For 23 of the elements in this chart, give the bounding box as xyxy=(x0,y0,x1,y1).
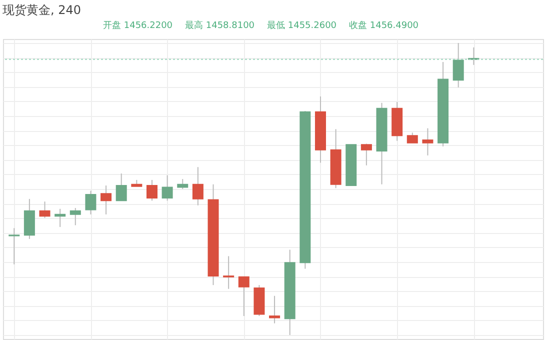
candlestick xyxy=(8,228,20,265)
candlestick xyxy=(85,190,96,215)
candlestick xyxy=(223,256,234,290)
candlestick xyxy=(452,42,464,88)
text: 最高 1458.8100 xyxy=(185,20,255,31)
candlestick xyxy=(146,179,158,202)
candlestick xyxy=(192,166,204,206)
candlestick xyxy=(406,132,418,144)
candlestick xyxy=(360,143,372,166)
text: 收盘 1456.4900 xyxy=(349,20,419,31)
chart-title: 现货黄金, 240 xyxy=(2,3,82,17)
candlestick xyxy=(39,201,50,218)
candlestick xyxy=(177,178,188,190)
text: 开盘 1456.2200 xyxy=(103,20,173,31)
candlestick xyxy=(269,295,280,324)
candlestick xyxy=(70,207,81,226)
text: 最低 1455.2600 xyxy=(267,20,337,31)
candlestick xyxy=(238,276,250,317)
candlestick xyxy=(100,184,112,215)
candlestick xyxy=(54,208,66,228)
candlestick xyxy=(116,173,127,202)
candlestick xyxy=(422,128,434,156)
candlestick xyxy=(162,174,173,202)
